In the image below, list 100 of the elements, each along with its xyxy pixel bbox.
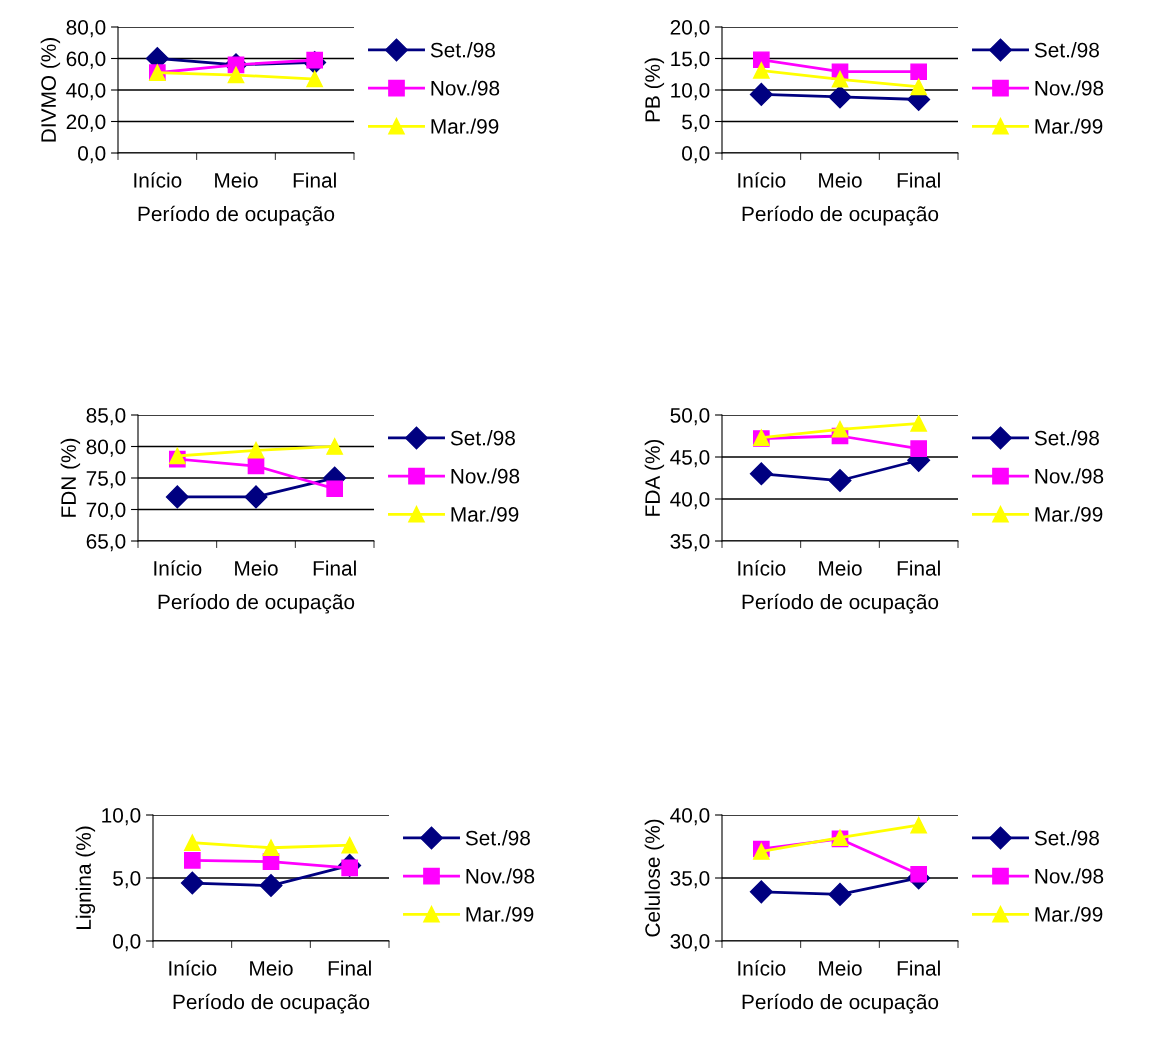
y-axis-title: FDA (%) [644, 439, 665, 516]
point [910, 415, 928, 432]
legend-label: Nov./98 [1035, 468, 1104, 484]
x-tick-label: Início [738, 960, 786, 976]
legend-label: Nov./98 [451, 468, 520, 484]
point [259, 874, 283, 898]
y-tick-label: 0,0 [682, 146, 710, 164]
point [227, 66, 245, 84]
x-tick-label: Final [313, 560, 356, 576]
y-tick-label: 20,0 [66, 114, 106, 132]
y-tick-label: 85,0 [86, 408, 126, 426]
x-axis-title: Período de ocupação [742, 205, 939, 226]
legend-label: Mar./99 [451, 506, 519, 522]
point [341, 836, 359, 854]
legend-label: Set./98 [1034, 830, 1099, 846]
x-tick-label: Meio [819, 560, 862, 576]
y-tick-label: 10,0 [671, 83, 710, 101]
x-tick-label: Início [154, 560, 202, 576]
y-tick-label: 50,0 [670, 408, 710, 426]
y-tick-label: 65,0 [86, 534, 126, 552]
x-axis-title: Período de ocupação [742, 593, 939, 614]
y-tick-label: 10,0 [102, 808, 141, 826]
y-tick-label: 70,0 [86, 502, 126, 520]
point [910, 440, 928, 457]
y-tick-label: 45,0 [670, 450, 710, 468]
x-tick-label: Final [293, 172, 336, 188]
point [749, 462, 773, 486]
legend-label: Set./98 [465, 830, 530, 846]
point [326, 480, 344, 498]
y-tick-label: 30,0 [670, 934, 710, 952]
x-tick-label: Início [738, 172, 786, 188]
point [910, 63, 928, 81]
legend-label: Set./98 [450, 430, 515, 446]
point [244, 485, 268, 509]
point [306, 70, 324, 88]
y-tick-label: 35,0 [670, 534, 710, 552]
x-tick-label: Final [897, 560, 940, 576]
point [749, 880, 773, 904]
point [828, 85, 852, 109]
legend-label: Set./98 [1034, 42, 1099, 58]
y-tick-label: 5,0 [682, 114, 710, 132]
y-tick-label: 0,0 [113, 934, 141, 952]
y-tick-label: 40,0 [670, 492, 710, 510]
x-tick-label: Início [134, 172, 182, 188]
y-tick-label: 60,0 [66, 51, 106, 69]
point [910, 865, 928, 883]
legend-label: Nov./98 [1035, 80, 1104, 96]
legend-label: Set./98 [430, 42, 495, 58]
x-axis-title: Período de ocupação [742, 993, 939, 1014]
legend-label: Mar./99 [1035, 118, 1103, 134]
point [752, 62, 770, 79]
y-axis-title: Celulose (%) [644, 819, 665, 937]
x-tick-label: Final [328, 960, 371, 976]
point [831, 420, 849, 438]
legend-label: Set./98 [1034, 430, 1099, 446]
point [752, 51, 770, 69]
y-tick-label: 35,0 [670, 871, 710, 889]
y-tick-label: 80,0 [66, 20, 106, 38]
y-tick-label: 80,0 [86, 439, 126, 457]
y-tick-label: 75,0 [86, 471, 126, 489]
legend-label: Nov./98 [1035, 868, 1104, 884]
y-tick-label: 20,0 [670, 20, 710, 38]
point [262, 839, 280, 857]
point [828, 882, 852, 906]
y-axis-title: DIVMO (%) [40, 38, 61, 142]
legend-label: Nov./98 [466, 868, 535, 884]
legend-label: Mar./99 [431, 118, 499, 134]
y-tick-label: 5,0 [113, 871, 141, 889]
x-axis-title: Período de ocupação [158, 593, 355, 614]
x-tick-label: Início [169, 960, 217, 976]
point [828, 469, 852, 493]
legend-label: Nov./98 [431, 80, 500, 96]
x-tick-label: Meio [250, 960, 293, 976]
y-tick-label: 15,0 [671, 51, 710, 69]
point [183, 852, 201, 869]
x-tick-label: Início [738, 560, 786, 576]
point [831, 70, 849, 88]
x-axis-title: Período de ocupação [173, 993, 370, 1014]
legend-label: Mar./99 [1035, 506, 1103, 522]
point [910, 78, 928, 96]
x-tick-label: Meio [819, 172, 862, 188]
point [326, 438, 344, 455]
point [165, 485, 189, 509]
y-axis-title: PB (%) [644, 58, 665, 122]
x-tick-label: Meio [215, 172, 258, 188]
x-tick-label: Final [897, 172, 940, 188]
point [247, 441, 265, 459]
point [180, 871, 204, 895]
x-tick-label: Meio [235, 560, 278, 576]
y-axis-title: Lignina (%) [75, 826, 96, 929]
y-tick-label: 40,0 [670, 808, 710, 826]
x-axis-title: Período de ocupação [138, 205, 335, 226]
y-tick-label: 0,0 [78, 146, 106, 164]
x-tick-label: Meio [819, 960, 862, 976]
x-tick-label: Final [897, 960, 940, 976]
legend-label: Mar./99 [1035, 906, 1103, 922]
y-tick-label: 40,0 [66, 83, 106, 101]
point [910, 816, 928, 834]
point [183, 834, 201, 852]
legend-label: Mar./99 [466, 906, 534, 922]
